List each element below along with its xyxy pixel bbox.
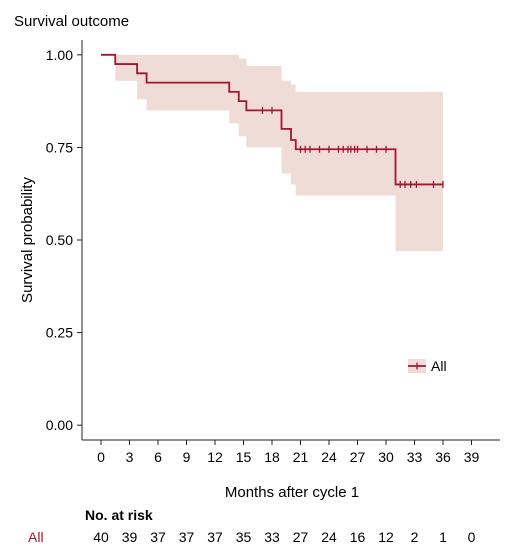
x-tick-label: 30 <box>378 449 394 465</box>
confidence-band <box>101 54 443 252</box>
risk-count: 37 <box>150 529 166 545</box>
risk-table-counts: 40 39 37 37 37 35 33 27 24 16 12 2 1 0 <box>93 529 475 545</box>
survival-curve <box>101 53 443 186</box>
y-tick-label: 0.50 <box>46 232 73 248</box>
x-tick-label: 39 <box>464 449 480 465</box>
x-tick-label: 6 <box>154 449 162 465</box>
x-tick-label: 33 <box>407 449 423 465</box>
risk-count: 27 <box>293 529 309 545</box>
x-tick-label: 24 <box>321 449 337 465</box>
x-axis-title: Months after cycle 1 <box>225 484 359 501</box>
risk-count: 40 <box>93 529 109 545</box>
y-tick-label: 0.00 <box>46 417 73 433</box>
x-tick-label: 0 <box>97 449 105 465</box>
y-tick-label: 0.25 <box>46 325 73 341</box>
risk-count: 24 <box>321 529 337 545</box>
x-tick-label: 9 <box>183 449 191 465</box>
risk-count: 1 <box>439 529 447 545</box>
x-tick-label: 18 <box>264 449 280 465</box>
risk-count: 37 <box>179 529 195 545</box>
plot-area: 0.000.250.500.751.000 3 6 9 12 15 18 21 24 27 30 33… <box>46 40 500 465</box>
risk-count: 33 <box>264 529 280 545</box>
risk-count: 12 <box>378 529 394 545</box>
risk-table-header: No. at risk <box>85 507 153 523</box>
y-tick-label: 1.00 <box>46 47 73 63</box>
y-axis-title: Survival probability <box>19 177 36 303</box>
x-tick-label: 21 <box>293 449 309 465</box>
risk-count: 37 <box>207 529 223 545</box>
risk-count: 2 <box>411 529 419 545</box>
legend-label: All <box>431 358 447 374</box>
chart-title: Survival outcome <box>14 13 129 30</box>
x-tick-label: 3 <box>126 449 134 465</box>
risk-row-label: All <box>28 529 44 545</box>
risk-count: 35 <box>236 529 252 545</box>
risk-count: 39 <box>122 529 138 545</box>
risk-count: 16 <box>350 529 366 545</box>
x-tick-label: 12 <box>207 449 223 465</box>
x-tick-label: 15 <box>236 449 252 465</box>
y-tick-label: 0.75 <box>46 139 73 155</box>
risk-count: 0 <box>468 529 476 545</box>
x-tick-label: 27 <box>350 449 366 465</box>
x-tick-label: 36 <box>435 449 451 465</box>
